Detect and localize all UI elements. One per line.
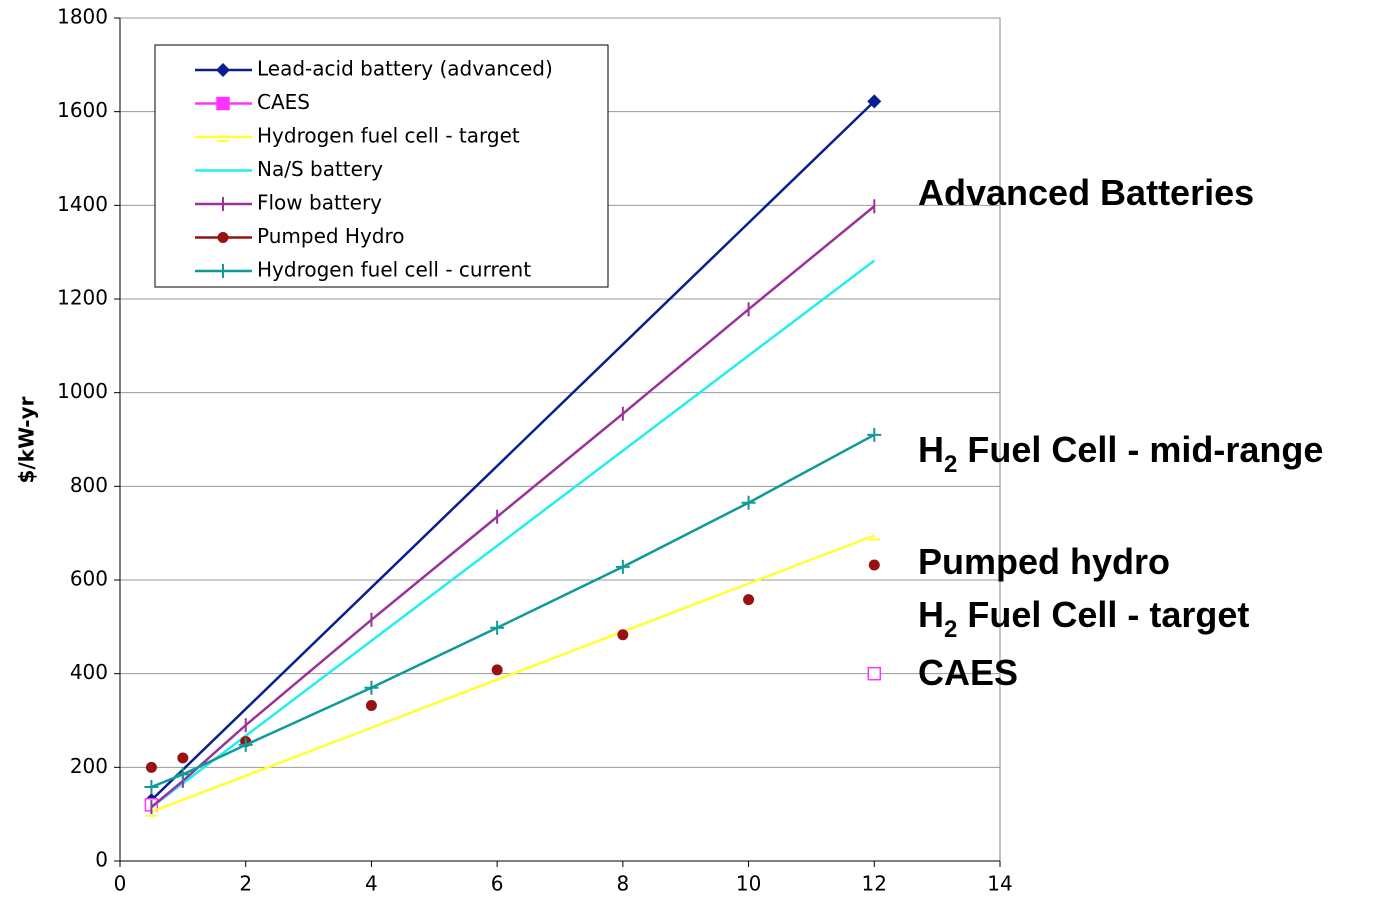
marker <box>868 559 880 571</box>
x-tick-label: 4 <box>365 872 378 896</box>
annotation-text: CAES <box>918 652 1018 693</box>
y-tick-label: 1000 <box>57 379 108 403</box>
marker <box>867 94 882 109</box>
y-tick-label: 1400 <box>57 192 108 216</box>
annotation: Advanced Batteries <box>918 172 1254 213</box>
marker <box>615 559 630 574</box>
marker <box>175 767 190 782</box>
marker <box>238 737 253 752</box>
x-tick-label: 10 <box>736 872 761 896</box>
legend-box <box>154 44 609 288</box>
y-tick-label: 1800 <box>57 5 108 29</box>
x-tick-label: 6 <box>491 872 504 896</box>
marker <box>741 495 756 510</box>
legend-label: Flow battery <box>257 191 382 215</box>
series-line <box>150 100 876 802</box>
y-tick-label: 800 <box>70 473 108 497</box>
annotation: CAES <box>918 652 1018 693</box>
annotation-subscript: 2 <box>944 616 957 643</box>
x-tick-label: 8 <box>616 872 629 896</box>
series-line <box>150 259 876 809</box>
marker <box>867 666 882 681</box>
marker <box>617 629 629 641</box>
y-tick-label: 200 <box>70 754 108 778</box>
x-tick-label: 0 <box>114 872 127 896</box>
annotation-text: Fuel Cell - target <box>957 594 1249 635</box>
annotation-text: H <box>918 594 944 635</box>
x-tick-label: 12 <box>862 872 887 896</box>
legend-label: Hydrogen fuel cell - current <box>257 258 531 282</box>
y-tick-label: 1200 <box>57 286 108 310</box>
marker <box>216 264 230 278</box>
annotation-text: Fuel Cell - mid-range <box>957 429 1323 470</box>
marker <box>145 761 157 773</box>
marker <box>364 680 379 695</box>
annotation-text: H <box>918 429 944 470</box>
series-line <box>150 433 875 789</box>
series-line <box>150 534 875 813</box>
annotation-text: Pumped hydro <box>918 541 1170 582</box>
x-tick-label: 14 <box>987 872 1012 896</box>
legend-label: Pumped Hydro <box>257 224 405 248</box>
annotation-text: Advanced Batteries <box>918 172 1254 213</box>
legend-label: Lead-acid battery (advanced) <box>257 57 553 81</box>
marker <box>177 752 189 764</box>
marker <box>217 232 229 243</box>
annotation-subscript: 2 <box>944 451 957 478</box>
marker <box>216 63 230 77</box>
marker <box>867 427 882 442</box>
legend-label: CAES <box>257 90 310 114</box>
y-tick-label: 400 <box>70 660 108 684</box>
y-tick-label: 600 <box>70 567 108 591</box>
annotation: Pumped hydro <box>918 541 1170 582</box>
annotation: H2 Fuel Cell - target <box>918 594 1249 644</box>
marker <box>743 594 755 606</box>
marker <box>216 96 230 111</box>
series-line <box>150 205 876 809</box>
x-tick-label: 2 <box>239 872 252 896</box>
marker <box>490 620 505 635</box>
legend-label: Na/S battery <box>257 157 383 181</box>
y-tick-label: 1600 <box>57 98 108 122</box>
marker <box>365 700 377 712</box>
y-tick-label: 0 <box>95 848 108 872</box>
legend-label: Hydrogen fuel cell - target <box>257 124 520 148</box>
y-axis-label: $/kW-yr <box>15 396 39 483</box>
marker <box>144 780 159 795</box>
marker <box>491 664 503 676</box>
annotation: H2 Fuel Cell - mid-range <box>918 429 1323 479</box>
